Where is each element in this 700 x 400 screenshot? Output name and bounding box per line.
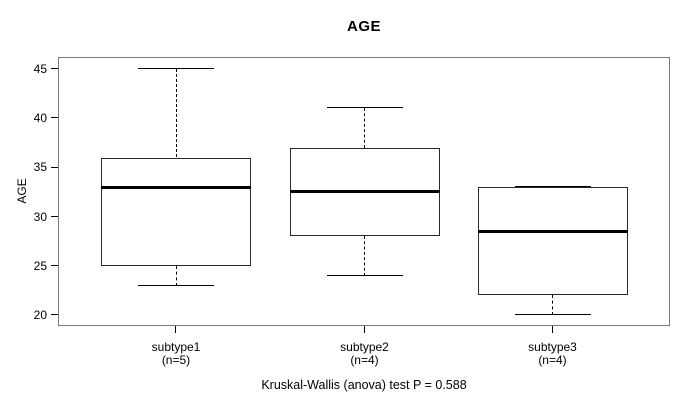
upper-whisker-cap <box>514 186 591 188</box>
group-sublabel-n: (n=4) <box>350 353 379 367</box>
lower-whisker-line <box>364 236 365 276</box>
y-tick-label: 30 <box>33 209 47 224</box>
x-tick-mark <box>175 326 177 333</box>
group-sublabel-n: (n=5) <box>161 353 191 367</box>
y-tick-mark <box>51 68 58 70</box>
group-label: subtype3 (n=4) <box>493 341 613 367</box>
lower-whisker-cap <box>514 314 591 316</box>
y-tick-mark <box>51 117 58 119</box>
y-tick-label: 35 <box>33 160 47 175</box>
lower-whisker-line <box>175 265 177 286</box>
median-line <box>477 229 628 233</box>
median-line <box>289 190 440 194</box>
group-sublabel-n: (n=4) <box>538 353 567 367</box>
group-label: subtype2 (n=4) <box>305 341 425 367</box>
lower-whisker-cap <box>138 284 214 286</box>
upper-whisker-cap <box>326 107 403 109</box>
box-iqr-rect <box>477 187 628 296</box>
y-tick-label: 40 <box>33 111 47 126</box>
y-tick-mark <box>51 265 58 267</box>
y-tick-label: 25 <box>33 258 47 273</box>
chart-title: AGE <box>346 18 381 35</box>
stat-test-caption: Kruskal-Wallis (anova) test P = 0.588 <box>261 378 467 392</box>
lower-whisker-line <box>552 295 553 316</box>
x-tick-mark <box>551 326 553 333</box>
y-tick-mark <box>51 215 58 217</box>
group-label: subtype1 (n=5) <box>116 341 236 367</box>
y-tick-mark <box>51 166 58 168</box>
upper-whisker-line <box>364 108 365 148</box>
lower-whisker-cap <box>326 274 403 276</box>
box-iqr-rect <box>101 157 251 266</box>
x-tick-mark <box>363 326 365 333</box>
upper-whisker-line <box>175 68 177 158</box>
y-tick-mark <box>51 314 58 316</box>
median-line <box>101 185 251 189</box>
y-tick-label: 45 <box>33 61 47 76</box>
y-tick-label: 20 <box>33 308 47 323</box>
upper-whisker-cap <box>138 68 214 70</box>
